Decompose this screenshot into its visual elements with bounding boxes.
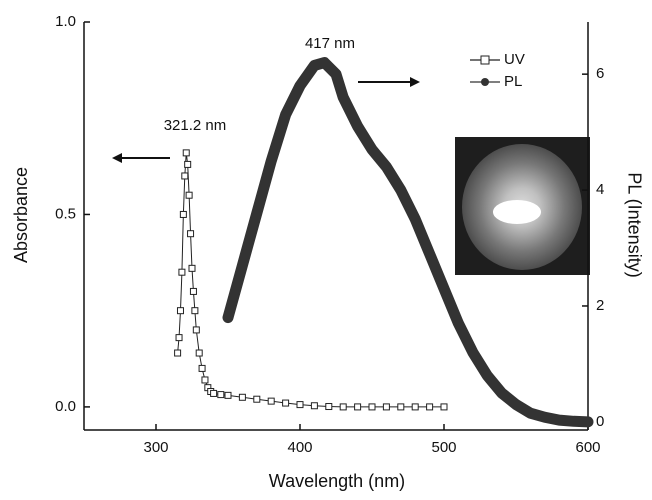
y2-tick-label: 4 bbox=[596, 181, 604, 198]
data-point bbox=[198, 364, 206, 372]
x-tick-label: 400 bbox=[287, 439, 312, 456]
y2-tick-label: 6 bbox=[596, 65, 604, 82]
y-tick-label: 0.5 bbox=[55, 205, 76, 222]
y2-tick-label: 2 bbox=[596, 297, 604, 314]
data-point bbox=[238, 393, 246, 401]
y-tick-label: 1.0 bbox=[55, 13, 76, 30]
data-point bbox=[192, 326, 200, 334]
data-point bbox=[175, 334, 183, 342]
y-axis-label: Absorbance bbox=[11, 167, 31, 263]
arrowhead bbox=[112, 153, 122, 163]
x-tick-label: 600 bbox=[575, 439, 600, 456]
data-point bbox=[224, 391, 232, 399]
data-point bbox=[188, 264, 196, 272]
data-point bbox=[310, 402, 318, 410]
data-point bbox=[253, 395, 261, 403]
annotation: 417 nm bbox=[305, 35, 355, 52]
data-point bbox=[184, 160, 192, 168]
data-point bbox=[440, 403, 448, 411]
data-point bbox=[210, 389, 218, 397]
series-line bbox=[222, 57, 594, 428]
x-tick-label: 500 bbox=[431, 439, 456, 456]
data-point bbox=[189, 287, 197, 295]
data-point bbox=[176, 307, 184, 315]
x-axis-label: Wavelength (nm) bbox=[269, 471, 405, 491]
data-point bbox=[397, 403, 405, 411]
data-point bbox=[174, 349, 182, 357]
legend-marker bbox=[481, 78, 489, 86]
data-point bbox=[382, 403, 390, 411]
x-tick-label: 300 bbox=[143, 439, 168, 456]
legend-label: UV bbox=[504, 51, 525, 68]
data-point bbox=[282, 399, 290, 407]
legend-label: PL bbox=[504, 73, 522, 90]
y2-axis-label: PL (Intensity) bbox=[624, 172, 644, 277]
y2-tick-label: 0 bbox=[596, 413, 604, 430]
data-point bbox=[185, 191, 193, 199]
data-point bbox=[339, 403, 347, 411]
data-point bbox=[368, 403, 376, 411]
data-point bbox=[325, 403, 333, 411]
data-point bbox=[217, 391, 225, 399]
data-point bbox=[195, 349, 203, 357]
arrowhead bbox=[410, 77, 420, 87]
data-point bbox=[426, 403, 434, 411]
data-point bbox=[411, 403, 419, 411]
data-point bbox=[187, 230, 195, 238]
data-point bbox=[178, 268, 186, 276]
inset-glow bbox=[493, 200, 541, 224]
data-point bbox=[201, 376, 209, 384]
y-tick-label: 0.0 bbox=[55, 398, 76, 415]
data-point bbox=[191, 307, 199, 315]
data-point bbox=[354, 403, 362, 411]
legend-marker bbox=[480, 55, 490, 65]
data-point bbox=[267, 397, 275, 405]
data-point bbox=[179, 210, 187, 218]
data-point bbox=[296, 401, 304, 409]
data-point bbox=[181, 172, 189, 180]
data-point bbox=[182, 149, 190, 157]
annotation: 321.2 nm bbox=[164, 117, 227, 134]
